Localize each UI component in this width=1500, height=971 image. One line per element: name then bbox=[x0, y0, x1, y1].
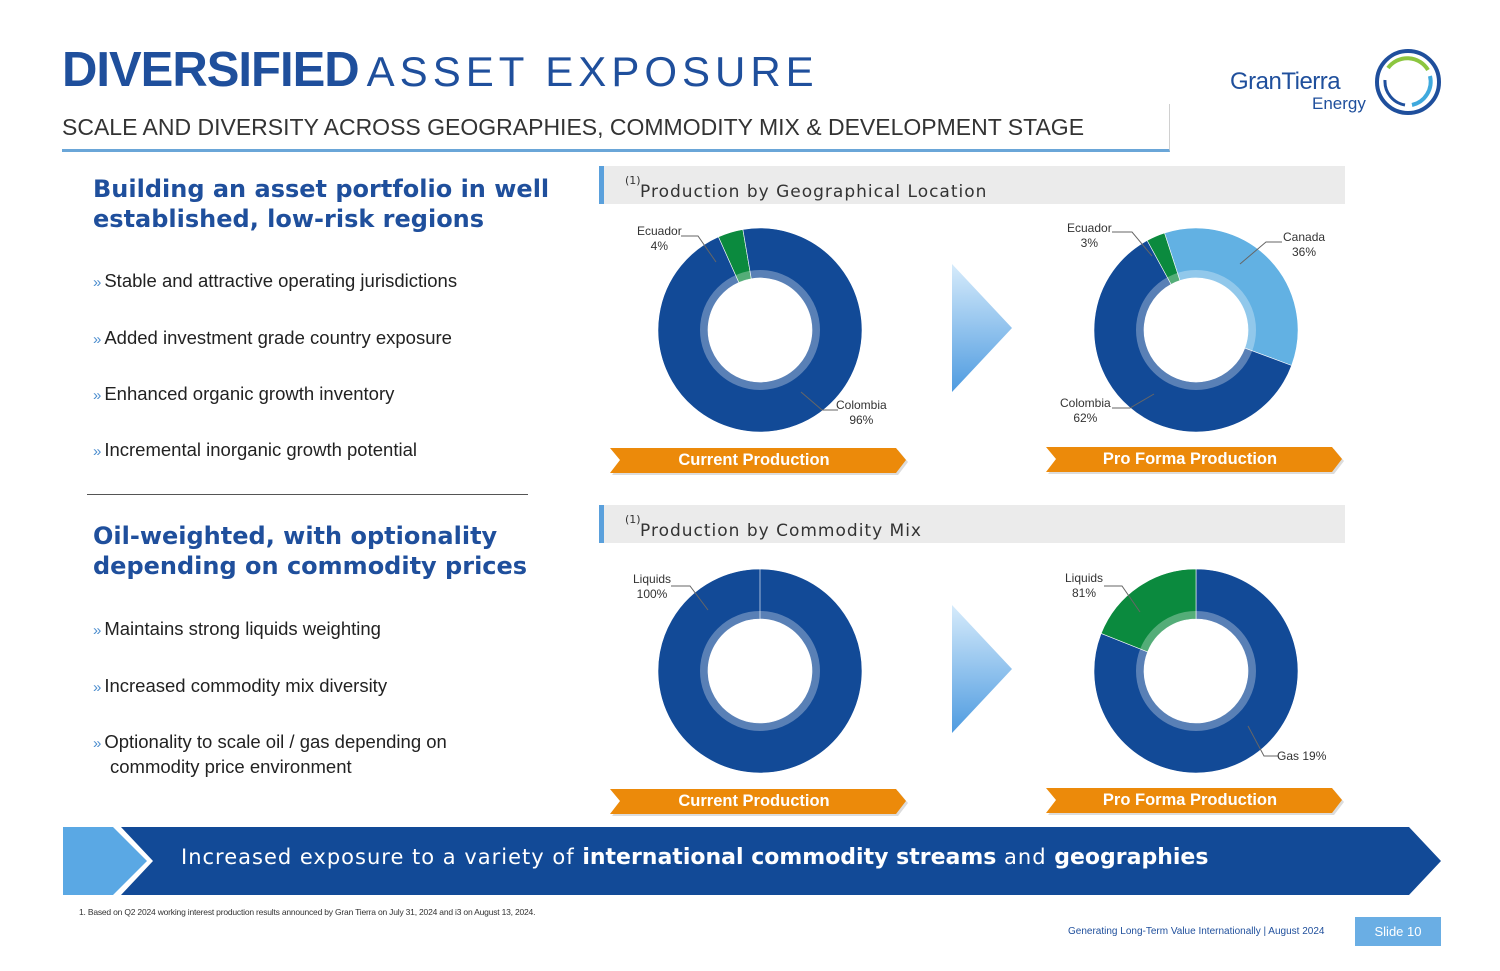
donut-inner-ring bbox=[1136, 611, 1256, 731]
logo-subword: Energy bbox=[1312, 94, 1366, 113]
donut-chart-current-geo bbox=[657, 227, 863, 433]
bullet-marker: » bbox=[93, 274, 102, 291]
slice-label-canada: Canada 36% bbox=[1283, 230, 1326, 259]
company-logo: GranTierra Energy bbox=[1228, 46, 1444, 118]
slice-label-ecuador: Ecuador 3% bbox=[1067, 221, 1112, 250]
bullet-text: Optionality to scale oil / gas depending… bbox=[104, 731, 447, 752]
donut-chart-proforma-commodity bbox=[1093, 568, 1299, 774]
subtitle-box: SCALE AND DIVERSITY ACROSS GEOGRAPHIES, … bbox=[62, 104, 1170, 152]
donut-slice-liquids bbox=[1093, 568, 1299, 774]
bullet-text: Incremental inorganic growth potential bbox=[104, 439, 417, 460]
donut-slice-colombia bbox=[1093, 240, 1293, 433]
current-production-ribbon: Current Production bbox=[610, 788, 910, 816]
bullet-text: Added investment grade country exposure bbox=[104, 327, 452, 348]
footnote: 1. Based on Q2 2024 working interest pro… bbox=[79, 907, 536, 917]
bullet-item: » Increased commodity mix diversity bbox=[93, 674, 387, 699]
proforma-production-ribbon: Pro Forma Production bbox=[1046, 787, 1346, 815]
slice-label-gas: Gas 19% bbox=[1277, 749, 1327, 763]
transition-arrow-icon bbox=[952, 605, 1012, 733]
bullet-marker: » bbox=[93, 679, 102, 696]
donut-chart-proforma-geo bbox=[1093, 227, 1299, 433]
bullet-item: » Incremental inorganic growth potential bbox=[93, 438, 417, 463]
donut-inner-ring bbox=[700, 611, 820, 731]
bullet-text: Maintains strong liquids weighting bbox=[104, 618, 381, 639]
title-bold: DIVERSIFIED bbox=[62, 43, 360, 97]
slice-label-liquids: Liquids 100% bbox=[633, 572, 672, 601]
bullet-item: » Optionality to scale oil / gas dependin… bbox=[93, 730, 447, 778]
bullet-item: » Enhanced organic growth inventory bbox=[93, 382, 394, 407]
bullet-text: Stable and attractive operating jurisdic… bbox=[104, 270, 458, 291]
proforma-production-ribbon: Pro Forma Production bbox=[1046, 446, 1346, 474]
transition-arrow-icon bbox=[952, 264, 1012, 392]
bullet-marker: » bbox=[93, 443, 102, 460]
slice-label-colombia: Colombia 96% bbox=[836, 398, 887, 427]
commodity-footnote-ref: (1) bbox=[625, 513, 641, 526]
section-divider bbox=[87, 494, 528, 495]
bullet-marker: » bbox=[93, 735, 102, 752]
section-heading-regions: Building an asset portfolio in well esta… bbox=[93, 175, 550, 233]
slice-label-colombia: Colombia 62% bbox=[1060, 396, 1111, 425]
slice-label-ecuador: Ecuador 4% bbox=[637, 224, 682, 253]
logo-wordmark: GranTierra bbox=[1230, 68, 1341, 95]
bullet-marker: » bbox=[93, 331, 102, 348]
donut-slice-canada bbox=[1164, 227, 1299, 366]
bullet-item: » Stable and attractive operating jurisdi… bbox=[93, 269, 457, 294]
takeaway-banner: Increased exposure to a variety of inter… bbox=[63, 827, 1443, 895]
donut-chart-current-commodity bbox=[657, 568, 863, 774]
ribbon-label: Current Production bbox=[678, 792, 830, 810]
ribbon-label: Pro Forma Production bbox=[1102, 450, 1278, 468]
banner-text: Increased exposure to a variety of inter… bbox=[181, 845, 1209, 870]
bullet-item: » Maintains strong liquids weighting bbox=[93, 617, 381, 642]
bullet-text: Increased commodity mix diversity bbox=[104, 675, 388, 696]
bullet-marker: » bbox=[93, 387, 102, 404]
donut-inner-ring bbox=[1136, 270, 1256, 390]
bullet-marker: » bbox=[93, 622, 102, 639]
ribbon-label: Current Production bbox=[678, 451, 830, 469]
commodity-panel-title: Production by Commodity Mix bbox=[640, 521, 922, 541]
current-production-ribbon: Current Production bbox=[610, 447, 910, 475]
bullet-item: » Added investment grade country exposure bbox=[93, 326, 452, 351]
ribbon-label: Pro Forma Production bbox=[1102, 791, 1278, 809]
donut-slice-liquids bbox=[657, 568, 863, 774]
page-title: DIVERSIFIED ASSET EXPOSURE bbox=[62, 42, 819, 102]
section-heading-commodity: Oil-weighted, with optionality depending… bbox=[93, 522, 528, 580]
commodity-panel-header: Production by Commodity Mix (1) bbox=[599, 505, 1345, 543]
donut-slice-colombia bbox=[657, 227, 863, 433]
donut-slice-gas bbox=[1100, 568, 1197, 653]
geo-panel-title: Production by Geographical Location bbox=[640, 182, 988, 202]
page-subtitle: SCALE AND DIVERSITY ACROSS GEOGRAPHIES, … bbox=[62, 114, 1085, 140]
title-light: ASSET EXPOSURE bbox=[366, 48, 819, 95]
geo-panel-header: Production by Geographical Location (1) bbox=[599, 166, 1345, 204]
footer-tagline: Generating Long-Term Value International… bbox=[1068, 926, 1325, 937]
donut-inner-ring bbox=[700, 270, 820, 390]
slice-label-liquids: Liquids 81% bbox=[1065, 571, 1104, 600]
slide-number: Slide 10 bbox=[1355, 917, 1441, 946]
bullet-text: Enhanced organic growth inventory bbox=[104, 383, 395, 404]
logo-ring-icon bbox=[1375, 49, 1441, 115]
geo-footnote-ref: (1) bbox=[625, 174, 641, 187]
bullet-text-continued: commodity price environment bbox=[110, 756, 352, 777]
